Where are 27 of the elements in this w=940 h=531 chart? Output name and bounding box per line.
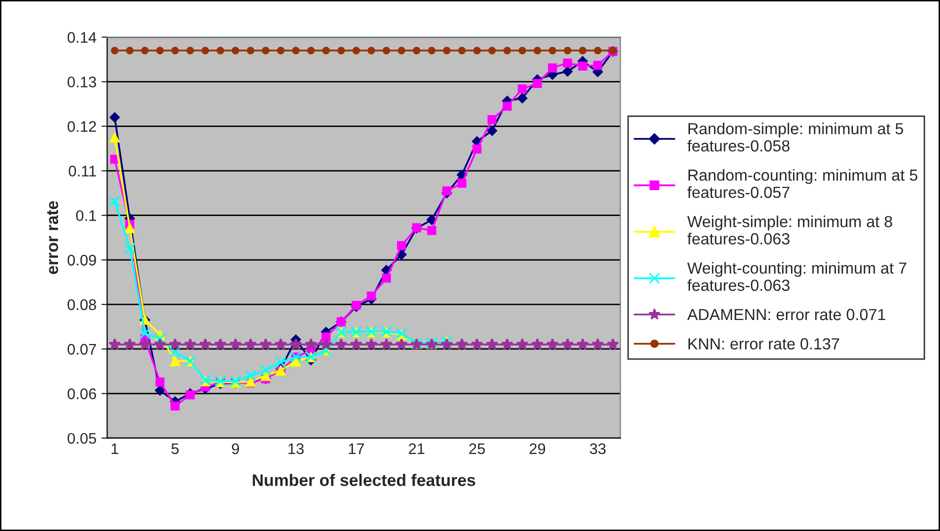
y-axis-title: error rate <box>47 201 58 274</box>
x-tick-label: 25 <box>469 443 485 454</box>
x-tick-label: 17 <box>348 443 364 454</box>
y-tick-label: 0.13 <box>68 76 96 88</box>
y-tick-label: 0.08 <box>68 299 96 310</box>
y-tick-label: 0.05 <box>68 432 96 444</box>
legend-label: ADAMENN: error rate 0.071 <box>687 308 886 320</box>
legend-label: Random-counting: minimum at 5 features-0.057 <box>687 169 918 198</box>
legend-label: Weight-counting: minimum at 7 features-0.063 <box>687 262 906 291</box>
legend-label: KNN: error rate 0.137 <box>688 338 840 350</box>
y-tick-label: 0.06 <box>68 388 96 400</box>
y-tick-label: 0.14 <box>68 32 96 43</box>
legend-label: Weight-simple: minimum at 8 features-0.063 <box>687 216 892 244</box>
x-tick-label: 33 <box>590 443 606 454</box>
legend-label: Random-simple: minimum at 5 features-0.058 <box>687 122 904 152</box>
y-tick-label: 0.07 <box>68 344 96 355</box>
x-tick-label: 13 <box>288 443 304 454</box>
y-tick-label: 0.09 <box>68 254 96 266</box>
x-axis-title: Number of selected features <box>252 474 476 486</box>
x-tick-label: 1 <box>112 443 118 454</box>
y-tick-label: 0.11 <box>68 166 96 176</box>
x-tick-label: 5 <box>171 443 179 454</box>
x-tick-label: 29 <box>530 443 546 454</box>
y-tick-label: 0.12 <box>68 121 96 132</box>
x-tick-label: 21 <box>408 443 424 454</box>
x-tick-label: 9 <box>232 443 239 454</box>
y-tick-label: 0.1 <box>76 210 96 222</box>
